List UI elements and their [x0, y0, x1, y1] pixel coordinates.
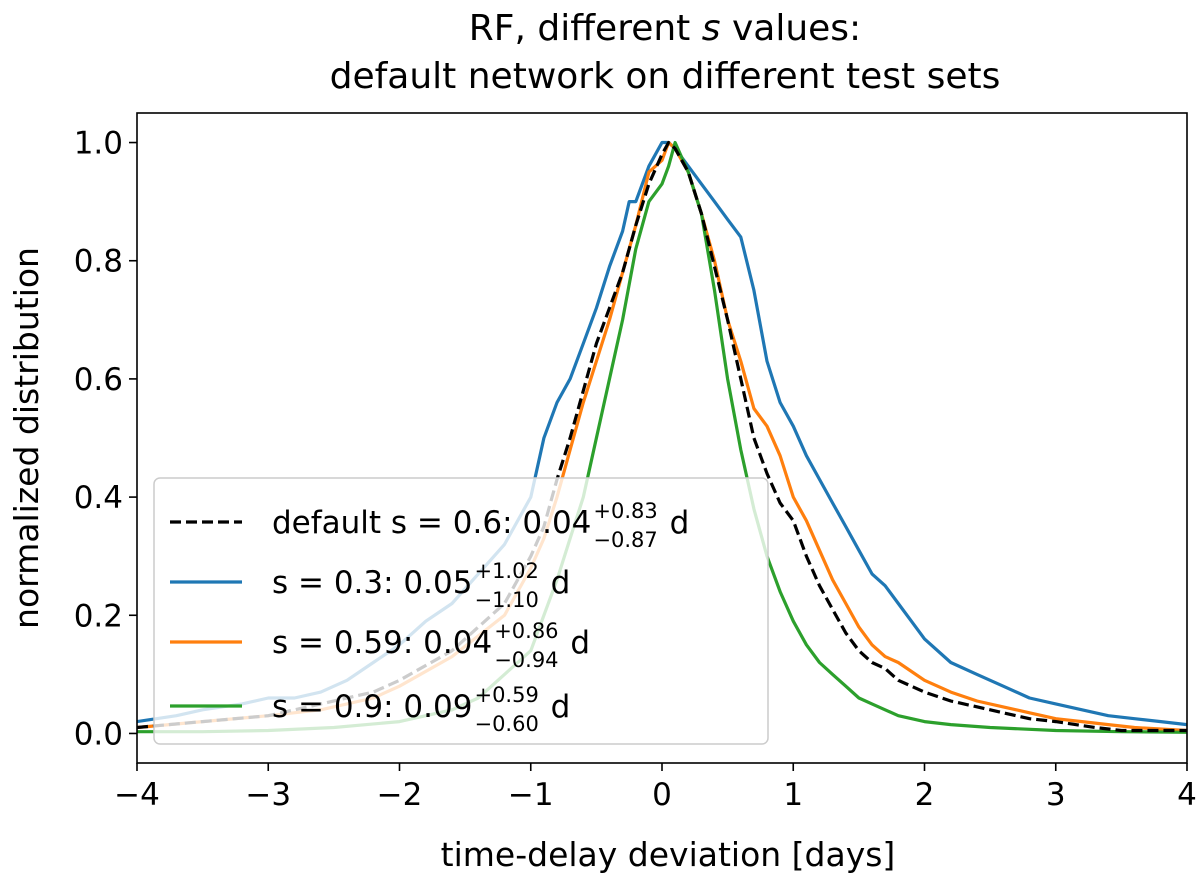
legend-sup-s059: +0.86 [494, 619, 558, 643]
y-tick-label: 0.4 [74, 480, 123, 516]
x-tick-label: 3 [1046, 777, 1066, 813]
y-axis-label: normalized distribution [7, 247, 46, 629]
legend-suffix-default: d [660, 505, 690, 541]
x-tick-label: 0 [652, 777, 672, 813]
x-tick-label: 1 [783, 777, 803, 813]
y-tick-label: 0.2 [74, 598, 123, 634]
legend-sup-s09: +0.59 [474, 683, 538, 707]
x-tick-label: 4 [1177, 777, 1197, 813]
legend-sup-s03: +1.02 [474, 559, 538, 583]
legend-sub-s059: −0.94 [494, 648, 558, 672]
y-tick-label: 0.6 [74, 362, 123, 398]
legend-suffix-s09: d [541, 689, 571, 725]
x-tick-label: 2 [915, 777, 935, 813]
legend-label-s09: s = 0.9: 0.09 [272, 689, 472, 725]
x-axis: −4 −3 −2 −1 0 1 2 3 4 [114, 763, 1197, 813]
x-tick-label: −1 [508, 777, 554, 813]
legend-label-s059: s = 0.59: 0.04 [272, 625, 492, 661]
legend-sub-s03: −1.10 [474, 588, 538, 612]
chart-title-line1: RF, different s values: [469, 8, 861, 49]
y-tick-label: 0.0 [74, 716, 123, 752]
y-tick-label: 1.0 [74, 126, 123, 162]
legend-suffix-s059: d [561, 625, 591, 661]
x-tick-label: −3 [245, 777, 291, 813]
chart-title-line2: default network on different test sets [330, 56, 1001, 97]
legend-sub-s09: −0.60 [474, 712, 538, 736]
legend-sub-default: −0.87 [593, 528, 657, 552]
legend: default s = 0.6: 0.04 +0.83 −0.87 d s = 0.3… [153, 477, 769, 745]
legend-box [153, 477, 769, 745]
y-axis: 0.0 0.2 0.4 0.6 0.8 1.0 [74, 126, 137, 752]
y-tick-label: 0.8 [74, 244, 123, 280]
legend-label-default: default s = 0.6: 0.04 [272, 505, 591, 541]
x-axis-label: time-delay deviation [days] [441, 835, 896, 874]
x-tick-label: −2 [377, 777, 423, 813]
legend-sup-default: +0.83 [593, 499, 657, 523]
x-tick-label: −4 [114, 777, 160, 813]
legend-label-s03: s = 0.3: 0.05 [272, 565, 472, 601]
legend-suffix-s03: d [541, 565, 571, 601]
